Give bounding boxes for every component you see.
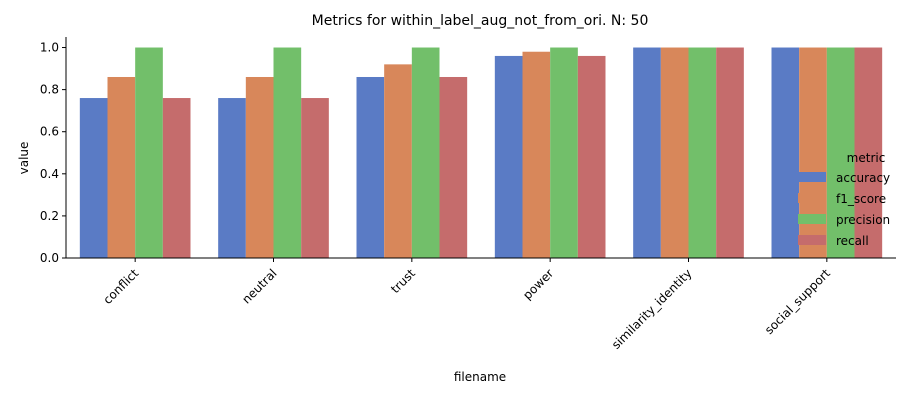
y-tick-label: 0.6	[40, 125, 59, 139]
bar-precision-neutral	[273, 47, 302, 258]
legend-label-recall: recall	[836, 234, 869, 248]
bar-f1_score-social_support	[799, 47, 827, 258]
bar-f1_score-neutral	[245, 76, 274, 259]
legend-label-f1_score: f1_score	[836, 192, 886, 206]
legend-title: metric	[847, 151, 886, 165]
legend-swatch-precision	[798, 214, 826, 224]
y-axis-title: value	[17, 142, 31, 175]
legend-swatch-accuracy	[798, 172, 826, 182]
bar-accuracy-neutral	[218, 98, 246, 258]
bar-f1_score-power	[522, 51, 551, 259]
bar-recall-neutral	[301, 98, 329, 258]
y-tick-label: 0.2	[40, 209, 59, 223]
y-tick-label: 0.0	[40, 251, 59, 265]
x-tick-label: neutral	[239, 266, 279, 306]
bar-recall-trust	[439, 76, 468, 259]
x-tick-label: trust	[388, 266, 418, 296]
bar-accuracy-conflict	[79, 98, 108, 258]
chart-title: Metrics for within_label_aug_not_from_or…	[312, 13, 649, 29]
bar-accuracy-trust	[356, 76, 385, 259]
x-tick-label: similarity_identity	[609, 266, 695, 352]
bar-recall-conflict	[162, 98, 191, 258]
bar-f1_score-conflict	[107, 76, 136, 259]
legend-label-precision: precision	[836, 213, 890, 227]
bars-group	[79, 47, 883, 259]
bar-recall-similarity_identity	[716, 47, 744, 258]
bar-recall-social_support	[854, 47, 883, 258]
bar-precision-trust	[411, 47, 440, 258]
legend: metric accuracy f1_score precision recall	[798, 151, 890, 248]
x-tick-label: social_support	[762, 266, 833, 337]
bar-precision-conflict	[135, 47, 163, 258]
legend-swatch-f1_score	[798, 193, 826, 203]
bar-recall-power	[577, 55, 606, 258]
bar-accuracy-similarity_identity	[633, 47, 661, 258]
x-tick-label: power	[520, 266, 556, 302]
legend-swatch-recall	[798, 235, 826, 245]
bar-accuracy-power	[494, 55, 523, 258]
bar-accuracy-social_support	[771, 47, 800, 258]
y-tick-label: 0.4	[40, 167, 59, 181]
x-axis-title: filename	[454, 370, 506, 384]
y-tick-label: 1.0	[40, 41, 59, 55]
legend-label-accuracy: accuracy	[836, 171, 890, 185]
y-tick-label: 0.8	[40, 83, 59, 97]
bar-precision-power	[550, 47, 578, 258]
bar-f1_score-similarity_identity	[660, 47, 689, 258]
bar-precision-similarity_identity	[688, 47, 717, 258]
bar-precision-social_support	[826, 47, 855, 258]
x-tick-label: conflict	[100, 266, 141, 307]
bar-f1_score-trust	[384, 64, 412, 258]
